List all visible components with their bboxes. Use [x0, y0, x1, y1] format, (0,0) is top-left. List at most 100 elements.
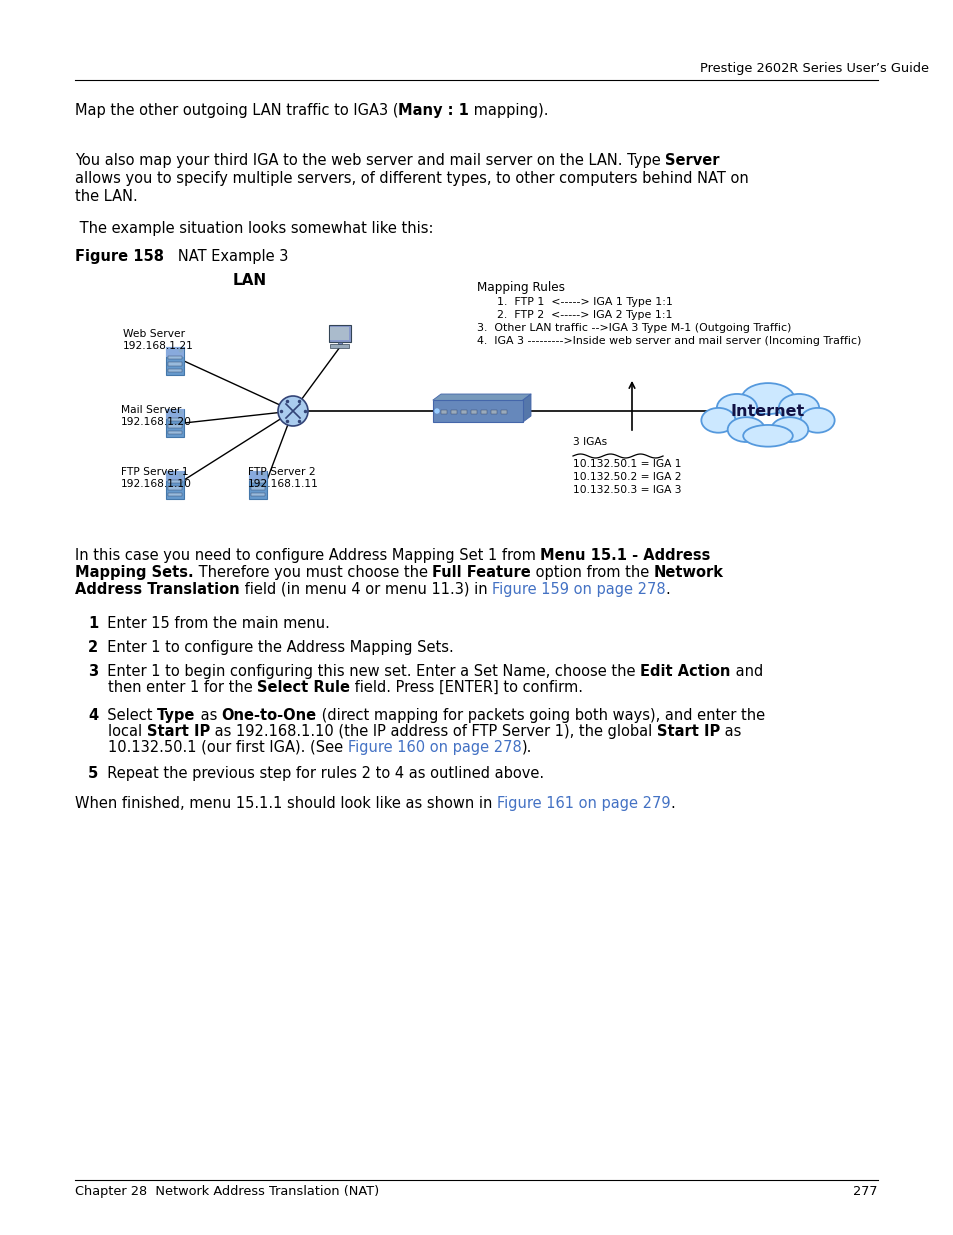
Text: Prestige 2602R Series User’s Guide: Prestige 2602R Series User’s Guide: [700, 62, 928, 75]
Text: 3 IGAs: 3 IGAs: [573, 437, 606, 447]
FancyBboxPatch shape: [251, 487, 264, 490]
Circle shape: [262, 473, 265, 475]
Text: The example situation looks somewhat like this:: The example situation looks somewhat lik…: [75, 221, 433, 236]
FancyBboxPatch shape: [168, 479, 181, 483]
Text: Web Server: Web Server: [123, 329, 185, 338]
Text: Chapter 28  Network Address Translation (NAT): Chapter 28 Network Address Translation (…: [75, 1186, 379, 1198]
FancyBboxPatch shape: [440, 410, 447, 414]
Text: 2.  FTP 2  <-----> IGA 2 Type 1:1: 2. FTP 2 <-----> IGA 2 Type 1:1: [497, 310, 672, 320]
FancyBboxPatch shape: [480, 410, 486, 414]
FancyBboxPatch shape: [249, 471, 266, 499]
FancyBboxPatch shape: [251, 493, 264, 496]
Text: Select: Select: [98, 708, 157, 722]
Text: Figure 159 on page 278: Figure 159 on page 278: [492, 582, 665, 597]
FancyBboxPatch shape: [166, 409, 183, 419]
Text: When finished, menu 15.1.1 should look like as shown in: When finished, menu 15.1.1 should look l…: [75, 797, 497, 811]
Text: Mail Server: Mail Server: [121, 405, 181, 415]
Ellipse shape: [700, 408, 735, 432]
Text: Menu 15.1 - Address: Menu 15.1 - Address: [540, 548, 710, 563]
Text: Figure 161 on page 279: Figure 161 on page 279: [497, 797, 670, 811]
Text: 4: 4: [88, 708, 98, 722]
Text: 192.168.1.11: 192.168.1.11: [248, 479, 318, 489]
FancyBboxPatch shape: [249, 471, 266, 480]
Text: ).: ).: [521, 740, 532, 755]
Text: Enter 1 to configure the Address Mapping Sets.: Enter 1 to configure the Address Mapping…: [98, 640, 454, 655]
Text: option from the: option from the: [531, 564, 653, 580]
Text: Enter 15 from the main menu.: Enter 15 from the main menu.: [98, 616, 330, 631]
FancyBboxPatch shape: [168, 431, 181, 435]
Text: 192.168.1.21: 192.168.1.21: [123, 341, 193, 351]
Text: allows you to specify multiple servers, of different types, to other computers b: allows you to specify multiple servers, …: [75, 170, 748, 186]
Text: (direct mapping for packets going both ways), and enter the: (direct mapping for packets going both w…: [316, 708, 764, 722]
FancyBboxPatch shape: [451, 410, 456, 414]
Ellipse shape: [778, 394, 819, 422]
Text: 192.168.1.20: 192.168.1.20: [121, 417, 192, 427]
Text: Mapping Rules: Mapping Rules: [476, 282, 564, 294]
Polygon shape: [433, 394, 531, 400]
Text: and: and: [730, 664, 762, 679]
FancyBboxPatch shape: [168, 356, 181, 359]
FancyBboxPatch shape: [166, 409, 183, 437]
FancyBboxPatch shape: [433, 400, 522, 422]
Text: Repeat the previous step for rules 2 to 4 as outlined above.: Repeat the previous step for rules 2 to …: [98, 766, 544, 781]
Text: 1: 1: [88, 616, 98, 631]
Text: 10.132.50.1 = IGA 1: 10.132.50.1 = IGA 1: [573, 459, 680, 469]
Text: Therefore you must choose the: Therefore you must choose the: [193, 564, 432, 580]
Circle shape: [179, 350, 182, 352]
Text: as: as: [720, 724, 740, 739]
FancyBboxPatch shape: [168, 487, 181, 490]
Text: field (in menu 4 or menu 11.3) in: field (in menu 4 or menu 11.3) in: [239, 582, 492, 597]
FancyBboxPatch shape: [337, 342, 341, 345]
Ellipse shape: [727, 417, 764, 442]
Text: local: local: [108, 724, 147, 739]
Text: Start IP: Start IP: [657, 724, 720, 739]
FancyBboxPatch shape: [166, 471, 183, 499]
Text: field. Press [ENTER] to confirm.: field. Press [ENTER] to confirm.: [350, 680, 583, 695]
Text: 2: 2: [88, 640, 98, 655]
Text: One-to-One: One-to-One: [221, 708, 316, 722]
Text: Figure 160 on page 278: Figure 160 on page 278: [348, 740, 521, 755]
FancyBboxPatch shape: [500, 410, 506, 414]
Text: the LAN.: the LAN.: [75, 189, 137, 204]
Text: 5: 5: [88, 766, 98, 781]
Text: .: .: [665, 582, 670, 597]
FancyBboxPatch shape: [251, 479, 264, 483]
FancyBboxPatch shape: [166, 347, 183, 375]
FancyBboxPatch shape: [168, 362, 181, 366]
Text: 192.168.1.10: 192.168.1.10: [121, 479, 192, 489]
Ellipse shape: [742, 425, 792, 447]
FancyBboxPatch shape: [168, 417, 181, 421]
Circle shape: [277, 396, 308, 426]
Text: 10.132.50.1 (our first IGA). (See: 10.132.50.1 (our first IGA). (See: [108, 740, 348, 755]
Text: You also map your third IGA to the web server and mail server on the LAN. Type: You also map your third IGA to the web s…: [75, 153, 664, 168]
Ellipse shape: [740, 383, 794, 414]
Ellipse shape: [770, 417, 807, 442]
Text: FTP Server 2: FTP Server 2: [248, 467, 315, 477]
Text: Edit Action: Edit Action: [639, 664, 730, 679]
Text: .: .: [670, 797, 675, 811]
Text: Full Feature: Full Feature: [432, 564, 531, 580]
Text: Many : 1: Many : 1: [398, 103, 469, 119]
FancyBboxPatch shape: [471, 410, 476, 414]
Text: FTP Server 1: FTP Server 1: [121, 467, 189, 477]
Text: 10.132.50.2 = IGA 2: 10.132.50.2 = IGA 2: [573, 472, 680, 482]
Text: 277: 277: [853, 1186, 877, 1198]
Text: as: as: [195, 708, 221, 722]
FancyBboxPatch shape: [330, 345, 349, 348]
Text: as 192.168.1.10 (the IP address of FTP Server 1), the global: as 192.168.1.10 (the IP address of FTP S…: [210, 724, 657, 739]
Text: 10.132.50.3 = IGA 3: 10.132.50.3 = IGA 3: [573, 485, 680, 495]
FancyBboxPatch shape: [168, 369, 181, 373]
Ellipse shape: [716, 394, 757, 422]
Text: NAT Example 3: NAT Example 3: [164, 249, 288, 264]
FancyBboxPatch shape: [460, 410, 467, 414]
Circle shape: [435, 409, 438, 412]
Text: Map the other outgoing LAN traffic to IGA3 (: Map the other outgoing LAN traffic to IG…: [75, 103, 398, 119]
Text: 3.  Other LAN traffic -->IGA 3 Type M-1 (Outgoing Traffic): 3. Other LAN traffic -->IGA 3 Type M-1 (…: [476, 324, 791, 333]
Text: In this case you need to configure Address Mapping Set 1 from: In this case you need to configure Addre…: [75, 548, 540, 563]
Text: mapping).: mapping).: [469, 103, 548, 119]
Text: LAN: LAN: [233, 273, 267, 288]
Text: 4.  IGA 3 --------->Inside web server and mail server (Incoming Traffic): 4. IGA 3 --------->Inside web server and…: [476, 336, 861, 346]
Text: Address Translation: Address Translation: [75, 582, 239, 597]
Text: Network: Network: [653, 564, 723, 580]
FancyBboxPatch shape: [330, 327, 349, 340]
